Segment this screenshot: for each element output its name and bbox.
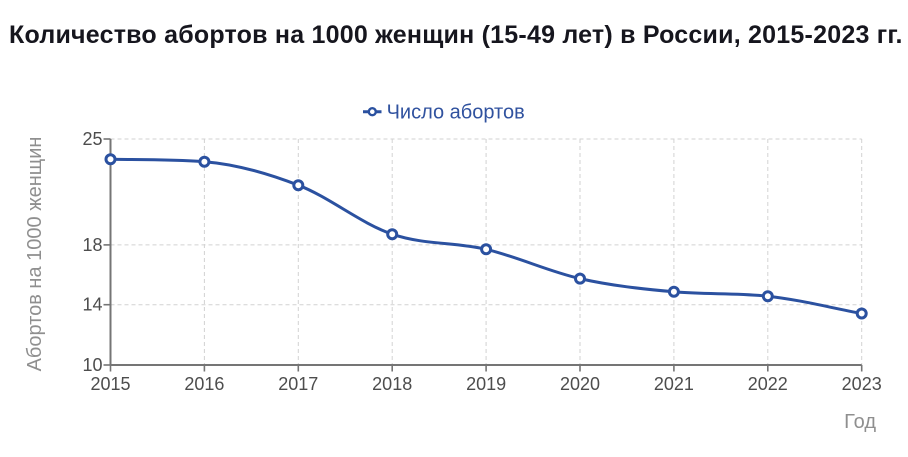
svg-text:2019: 2019 <box>466 374 506 394</box>
svg-text:2016: 2016 <box>184 374 224 394</box>
svg-text:2015: 2015 <box>90 374 130 394</box>
svg-text:25: 25 <box>82 129 102 149</box>
svg-text:2022: 2022 <box>748 374 788 394</box>
svg-text:2017: 2017 <box>278 374 318 394</box>
svg-text:Год: Год <box>844 411 876 433</box>
svg-text:2020: 2020 <box>560 374 600 394</box>
svg-text:10: 10 <box>82 355 102 375</box>
svg-text:2018: 2018 <box>372 374 412 394</box>
svg-text:2021: 2021 <box>654 374 694 394</box>
svg-text:14: 14 <box>82 295 102 315</box>
svg-text:Число абортов: Число абортов <box>387 102 525 124</box>
svg-text:Абортов на 1000 женщин: Абортов на 1000 женщин <box>24 137 46 372</box>
svg-text:Количество абортов на 1000 жен: Количество абортов на 1000 женщин (15-49… <box>9 21 903 49</box>
svg-text:2023: 2023 <box>842 374 882 394</box>
svg-text:18: 18 <box>82 235 102 255</box>
